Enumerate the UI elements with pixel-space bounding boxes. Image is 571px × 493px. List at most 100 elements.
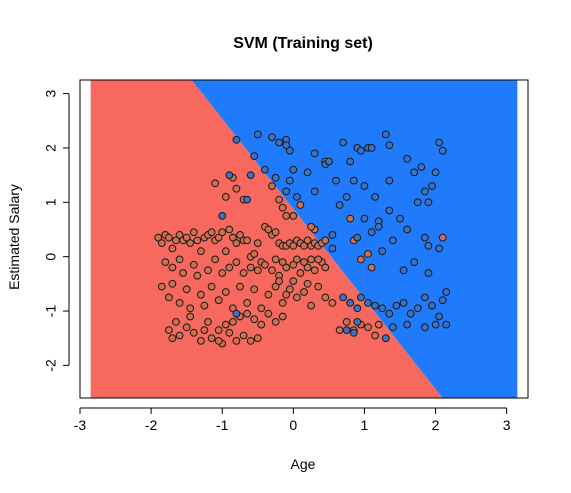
data-point xyxy=(328,244,337,253)
x-tick-label: 0 xyxy=(289,417,297,433)
data-point xyxy=(346,157,355,166)
data-point xyxy=(221,288,230,296)
data-point xyxy=(189,228,198,237)
data-point xyxy=(289,165,298,174)
data-point xyxy=(293,293,301,302)
data-point xyxy=(289,212,298,220)
data-point xyxy=(431,320,440,329)
data-point xyxy=(250,250,259,258)
y-tick-label: 3 xyxy=(43,89,59,97)
data-point xyxy=(374,320,383,329)
data-point xyxy=(246,337,255,345)
data-point xyxy=(278,203,287,212)
data-point xyxy=(417,163,426,171)
data-point xyxy=(410,168,419,177)
data-point xyxy=(229,304,237,313)
data-point xyxy=(314,255,323,264)
data-point xyxy=(381,130,390,139)
data-point xyxy=(413,304,422,313)
x-tick-label: 2 xyxy=(432,417,440,433)
data-point xyxy=(200,326,209,335)
data-point xyxy=(250,315,259,324)
data-point xyxy=(229,318,237,326)
data-point xyxy=(268,133,276,142)
data-point xyxy=(293,193,301,201)
data-point xyxy=(264,309,273,318)
data-point xyxy=(385,176,394,185)
data-point xyxy=(165,293,173,302)
data-point xyxy=(275,277,284,286)
data-point xyxy=(282,141,291,150)
data-point xyxy=(246,263,255,272)
data-point xyxy=(253,239,262,248)
data-point xyxy=(424,241,433,250)
data-point xyxy=(268,266,276,275)
data-point xyxy=(435,312,444,321)
data-point xyxy=(182,323,191,332)
data-point xyxy=(371,301,380,310)
x-axis: -3 -2 -1 0 1 2 3 xyxy=(74,407,511,433)
data-point xyxy=(385,141,394,150)
data-point xyxy=(243,236,252,245)
data-point xyxy=(282,212,291,220)
data-point xyxy=(211,255,220,264)
data-point xyxy=(406,309,415,318)
data-point xyxy=(289,277,298,286)
data-point xyxy=(225,225,234,234)
data-point xyxy=(413,198,422,207)
x-tick-label: -3 xyxy=(74,417,87,433)
data-point xyxy=(214,296,223,305)
data-point xyxy=(172,318,180,326)
data-point xyxy=(385,309,394,318)
data-point xyxy=(236,231,244,239)
data-point xyxy=(360,214,369,223)
data-point xyxy=(321,236,330,245)
data-point xyxy=(424,198,433,207)
y-tick-label: 2 xyxy=(43,144,59,152)
data-point xyxy=(399,299,408,307)
data-point xyxy=(364,250,372,258)
data-point xyxy=(257,304,266,313)
x-tick-label: 1 xyxy=(361,417,369,433)
y-tick-label: -1 xyxy=(43,305,59,318)
data-point xyxy=(182,233,191,242)
data-point xyxy=(303,236,312,245)
data-point xyxy=(189,260,198,269)
region-class-0 xyxy=(90,80,443,398)
data-point xyxy=(204,266,212,275)
data-point xyxy=(250,285,259,294)
data-point xyxy=(168,244,177,253)
data-point xyxy=(296,269,305,277)
data-point xyxy=(438,296,447,305)
data-point xyxy=(364,323,372,332)
plot-frame xyxy=(79,79,529,399)
x-tick-label: -1 xyxy=(216,417,229,433)
data-point xyxy=(168,334,177,343)
data-point xyxy=(182,285,191,294)
data-point xyxy=(175,299,184,307)
data-point xyxy=(442,288,451,296)
data-point xyxy=(264,225,273,234)
data-point xyxy=(214,233,223,242)
data-point xyxy=(421,187,429,196)
data-point xyxy=(271,255,280,264)
data-point xyxy=(175,331,184,340)
y-tick-label: 0 xyxy=(43,253,59,261)
data-point xyxy=(253,130,262,139)
x-tick-label: -2 xyxy=(145,417,158,433)
data-points xyxy=(154,130,451,348)
data-point xyxy=(275,195,284,204)
data-point xyxy=(392,301,401,310)
data-point xyxy=(268,182,276,190)
data-point xyxy=(186,304,195,313)
y-tick-label: 1 xyxy=(43,198,59,206)
data-point xyxy=(371,193,380,201)
data-point xyxy=(438,233,447,242)
data-point xyxy=(307,255,316,264)
data-point xyxy=(307,301,316,310)
data-point xyxy=(239,331,248,340)
data-point xyxy=(225,328,234,337)
data-point xyxy=(232,239,241,248)
data-point xyxy=(403,154,412,163)
